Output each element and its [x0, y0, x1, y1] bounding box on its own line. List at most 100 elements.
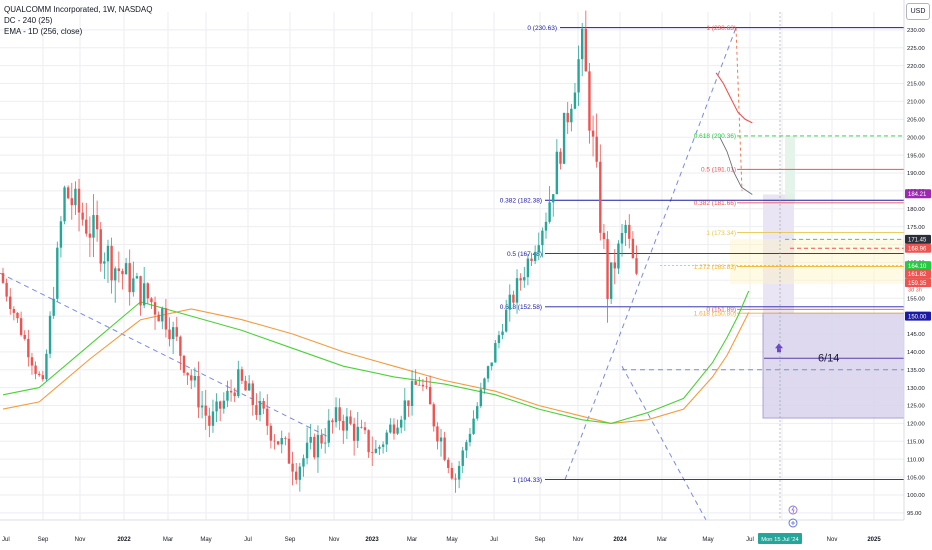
price-tick-label: 115.00 [907, 439, 924, 445]
candle-body [12, 309, 16, 313]
candle-body [99, 229, 102, 264]
candle-body [132, 278, 135, 293]
candle-body [490, 362, 493, 367]
candle-body [168, 329, 171, 340]
candle-body [461, 450, 464, 466]
price-tag-bg [905, 261, 931, 271]
currency-button[interactable]: USD [906, 3, 930, 20]
time-tick-label: May [446, 537, 457, 543]
candle-body [439, 437, 443, 442]
fib-secondary-label: 0.5 (191.01) [701, 167, 736, 174]
candle-body [103, 261, 106, 264]
price-tick-label: 110.00 [907, 457, 924, 463]
time-tick-label: May [702, 537, 713, 543]
candle-body [305, 442, 309, 459]
price-tick-label: 125.00 [907, 404, 925, 410]
ema-red-line [715, 72, 753, 124]
time-tick-label: Nov [75, 537, 86, 543]
price-tick-label: 225.00 [907, 46, 925, 52]
price-tag-bg [905, 243, 931, 253]
candle-body [48, 315, 52, 354]
candle-body [59, 221, 63, 248]
candle-body [356, 426, 359, 441]
candle-body [30, 357, 34, 366]
candle-body [352, 423, 356, 441]
candle-body [544, 221, 548, 231]
price-tick-label: 135.00 [907, 368, 925, 374]
fib-secondary-label: 0 (151.89) [706, 307, 736, 314]
time-tick-label: May [200, 537, 211, 543]
candle-body [197, 376, 200, 408]
candle-body [302, 458, 305, 467]
candle-body [56, 247, 59, 299]
price-tick-label: 200.00 [907, 135, 925, 141]
candle-body [533, 252, 537, 262]
candle-body [414, 381, 417, 385]
price-tag-label: 159.35 [908, 281, 927, 287]
candle-body [222, 400, 226, 409]
price-tick-label: 95.00 [907, 511, 922, 517]
candle-body [443, 437, 446, 460]
candle-body [186, 372, 189, 376]
candle-body [5, 282, 8, 297]
candle-body [255, 405, 258, 415]
candle-body [508, 294, 511, 310]
candle-body [584, 28, 588, 72]
price-tick-label: 145.00 [907, 332, 925, 338]
candle-body [175, 327, 178, 337]
candle-body [219, 401, 222, 409]
time-tick-label: Mar [163, 537, 173, 543]
price-tick-label: 210.00 [907, 100, 925, 106]
candle-body [613, 262, 616, 269]
price-tag-label: 184.21 [908, 192, 927, 198]
time-tick-label: Jul [244, 537, 252, 543]
price-tag-bg [905, 234, 931, 244]
candle-body [114, 268, 117, 281]
candle-body [345, 416, 349, 431]
candle-body [476, 406, 479, 419]
time-tick-label: 2025 [867, 537, 881, 543]
price-tick-label: 190.00 [907, 171, 925, 177]
price-tag-label: 150.00 [908, 314, 927, 320]
candle-body [182, 355, 186, 373]
candle-body [617, 243, 620, 269]
candle-body [117, 268, 121, 272]
time-tick-label: Jul [490, 537, 498, 543]
candle-body [468, 433, 472, 443]
trend-line-down [0, 272, 331, 439]
candle-body [454, 478, 457, 480]
candle-body [400, 419, 403, 428]
candle-body [52, 298, 55, 316]
candle-body [624, 224, 627, 233]
candle-body [349, 416, 352, 424]
candle-body [483, 378, 486, 390]
candle-body [66, 187, 70, 199]
candle-body [371, 452, 374, 454]
candle-body [128, 263, 131, 293]
price-tick-label: 105.00 [907, 475, 925, 481]
candle-body [313, 436, 316, 458]
candle-body [45, 353, 48, 380]
fib-secondary-label: 1 (173.34) [706, 230, 736, 237]
candle-body [139, 276, 142, 306]
price-tag-bg [905, 278, 931, 288]
candle-body [251, 383, 254, 406]
candle-body [9, 296, 12, 310]
time-tick-label: Jul [746, 537, 754, 543]
candle-body [555, 151, 559, 195]
candle-body [110, 245, 113, 281]
candle-body [363, 427, 367, 431]
fib-label: 0.382 (182.38) [500, 198, 542, 205]
candle-body [204, 405, 207, 416]
candle-body [497, 335, 501, 344]
price-tick-label: 230.00 [907, 28, 925, 34]
candle-body [153, 302, 157, 315]
candle-body [23, 334, 26, 339]
candle-body [88, 233, 92, 238]
candle-body [541, 230, 544, 246]
price-tick-label: 140.00 [907, 350, 925, 356]
candle-body [523, 277, 526, 281]
target-box[interactable] [762, 312, 909, 419]
trend-line-down-2 [621, 365, 707, 521]
